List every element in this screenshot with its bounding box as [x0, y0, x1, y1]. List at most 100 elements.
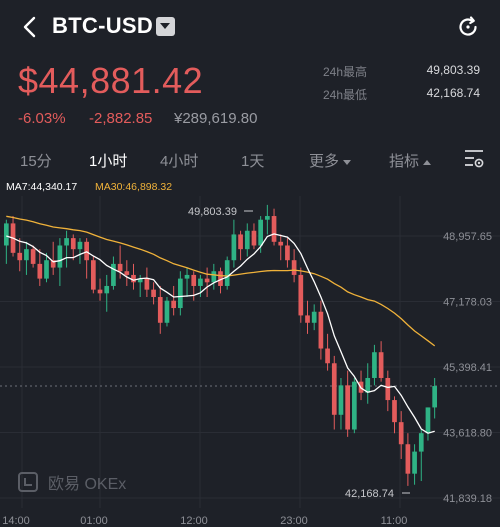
candle-body	[44, 260, 49, 279]
x-tick-label: 14:00	[2, 515, 30, 527]
candle-body	[70, 238, 76, 250]
refresh-icon[interactable]	[456, 15, 480, 39]
tab-more[interactable]: 更多	[309, 150, 352, 171]
candle-body	[157, 297, 163, 323]
interval-tabs: 15分 1小时 4小时 1天 更多 指标	[0, 148, 500, 172]
change-absolute: -2,882.85	[89, 110, 153, 127]
tab-more-label: 更多	[309, 153, 340, 170]
candle-body	[405, 444, 411, 474]
candle-body	[311, 311, 317, 323]
candle-body	[365, 377, 371, 393]
candle-body	[378, 352, 384, 378]
cny-value: ¥289,619.80	[174, 110, 258, 127]
candle-body	[298, 274, 304, 316]
top-bar: BTC-USD	[0, 0, 500, 54]
watermark-text: 欧易 OKEx	[48, 476, 127, 493]
y-tick-label: 48,957.65	[443, 231, 492, 243]
candle-body	[97, 289, 103, 294]
candle-body	[231, 234, 237, 261]
candle-body	[111, 263, 116, 286]
caret-up-icon	[423, 159, 432, 165]
candle-body	[372, 352, 377, 378]
candle-body	[238, 234, 243, 250]
high-annotation: 49,803.39	[188, 206, 237, 218]
candle-body	[224, 260, 230, 286]
change-percent: -6.03%	[18, 110, 66, 127]
pair-title[interactable]: BTC-USD	[52, 13, 154, 38]
tab-1day[interactable]: 1天	[241, 153, 265, 170]
candle-body	[144, 278, 150, 290]
high-24h-label: 24h最高	[323, 65, 368, 79]
candle-body	[338, 385, 344, 415]
candle-body	[412, 451, 417, 474]
candle-body	[4, 223, 9, 246]
chevron-left-icon[interactable]	[18, 14, 44, 40]
chart-settings-icon[interactable]	[464, 148, 484, 170]
tab-indicators-label: 指标	[389, 153, 420, 170]
candle-body	[178, 278, 183, 309]
tab-15min[interactable]: 15分	[20, 153, 52, 170]
candle-body	[84, 241, 89, 261]
candle-body	[265, 216, 270, 220]
y-tick-label: 41,839.18	[443, 493, 492, 505]
candle-body	[258, 219, 263, 246]
candle-body	[37, 263, 43, 279]
candle-body	[211, 271, 217, 283]
tab-1hour[interactable]: 1小时	[89, 153, 128, 170]
ma30-line	[6, 215, 436, 347]
candle-body	[392, 400, 397, 423]
candle-body	[184, 274, 190, 279]
candle-body	[244, 230, 250, 250]
candle-body	[24, 249, 29, 261]
candle-body	[57, 245, 63, 268]
candle-body	[218, 271, 223, 286]
low-annotation: 42,168.74	[345, 488, 394, 500]
candle-body	[305, 315, 310, 323]
caret-down-icon[interactable]	[156, 17, 175, 36]
last-price: $44,881.42	[18, 60, 204, 101]
chart-grid	[0, 196, 500, 508]
candle-body	[418, 433, 424, 452]
x-tick-label: 11:00	[381, 515, 408, 527]
ma30-legend: MA30:46,898.32	[95, 181, 173, 193]
tab-4hour[interactable]: 4小时	[160, 153, 199, 170]
candle-body	[191, 274, 197, 286]
y-tick-label: 47,178.03	[443, 297, 492, 309]
candle-body	[325, 348, 330, 364]
candle-body	[432, 386, 437, 408]
candle-body	[91, 260, 96, 290]
candle-body	[151, 289, 156, 298]
candle-body	[50, 260, 56, 268]
candle-body	[345, 385, 350, 430]
candle-body	[17, 252, 23, 261]
candle-body	[137, 278, 143, 283]
okex-logo-icon	[18, 472, 38, 492]
candle-body	[204, 278, 210, 283]
ma7-line	[6, 233, 435, 434]
moving-average-lines	[6, 215, 436, 434]
candle-body	[318, 311, 324, 349]
candle-body	[198, 278, 203, 286]
candle-series	[4, 204, 437, 486]
candle-body	[385, 377, 391, 401]
candle-body	[64, 238, 69, 246]
candle-body	[425, 407, 431, 434]
candle-body	[117, 263, 123, 272]
candle-body	[30, 249, 36, 264]
tab-indicators[interactable]: 指标	[389, 150, 432, 171]
candle-body	[124, 271, 130, 275]
low-24h-value: 42,168.74	[426, 86, 480, 100]
x-tick-label: 01:00	[80, 515, 108, 527]
x-tick-label: 23:00	[280, 515, 308, 527]
y-tick-label: 43,618.80	[443, 427, 492, 439]
x-tick-label: 12:00	[180, 515, 208, 527]
candle-body	[131, 274, 136, 283]
low-24h-label: 24h最低	[323, 88, 368, 102]
candle-body	[104, 285, 110, 294]
candle-body	[331, 363, 337, 415]
ma7-legend: MA7:44,340.17	[6, 181, 78, 193]
candle-body	[164, 300, 170, 323]
caret-down-icon	[343, 159, 352, 165]
high-24h-value: 49,803.39	[426, 63, 480, 77]
